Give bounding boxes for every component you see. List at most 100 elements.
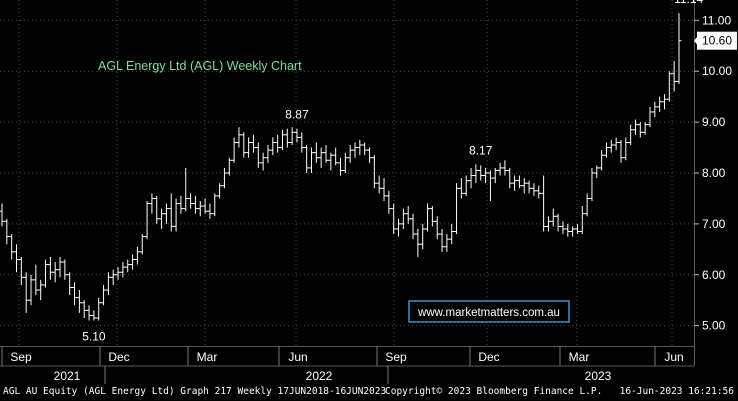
ohlc-bar <box>226 157 232 176</box>
ohlc-bar <box>0 203 5 227</box>
ohlc-bar <box>579 206 585 235</box>
ohlc-bar <box>623 137 629 161</box>
x-month-label: Mar <box>197 350 218 364</box>
ohlc-bar <box>67 272 73 296</box>
ohlc-bar <box>328 152 334 171</box>
ohlc-bar <box>386 190 392 214</box>
ohlc-bar <box>594 165 600 179</box>
ohlc-bar <box>420 223 426 250</box>
ohlc-bar <box>144 200 150 240</box>
gridlines <box>0 0 694 346</box>
ohlc-bar <box>536 185 542 199</box>
ohlc-bar <box>666 71 672 102</box>
annotation-label: 5.10 <box>82 330 106 344</box>
ohlc-bar <box>159 208 165 229</box>
x-month-label: Sep <box>10 350 32 364</box>
ohlc-bar <box>545 216 551 232</box>
ohlc-bar <box>637 122 643 138</box>
ohlc-bar <box>396 218 402 237</box>
ohlc-bar <box>130 254 136 270</box>
ohlc-bar <box>342 152 348 173</box>
ohlc-bar <box>173 198 179 232</box>
x-month-label: Dec <box>108 350 129 364</box>
y-tick-label: 9.00 <box>702 115 726 129</box>
ohlc-bar <box>463 175 469 196</box>
annotations: 5.10 8.87 8.17 11.14 <box>82 0 703 344</box>
ohlc-bar <box>362 142 368 156</box>
x-axis: Sep Dec Mar Jun Sep Dec Mar Jun 2021 2022 2023 <box>0 346 694 384</box>
chart-title: AGL Energy Ltd (AGL) Weekly Chart <box>98 59 302 73</box>
x-year-label: 2021 <box>54 369 81 383</box>
ohlc-bar <box>657 96 663 112</box>
watermark-box[interactable]: www.marketmatters.com.au <box>408 300 570 323</box>
ohlc-bar <box>4 218 10 245</box>
annotation-label: 11.14 <box>674 0 703 6</box>
ohlc-bar <box>250 134 256 153</box>
ohlc-bar <box>613 137 619 151</box>
ohlc-bar <box>468 167 474 189</box>
last-price-marker: 10.60 <box>694 31 737 50</box>
ohlc-bar <box>168 193 174 232</box>
ohlc-bar <box>458 178 464 199</box>
ohlc-bar <box>23 272 29 313</box>
ohlc-bar <box>18 256 24 285</box>
ohlc-bar <box>618 139 624 163</box>
ohlc-bar <box>43 259 49 288</box>
ohlc-bar <box>502 160 508 176</box>
ohlc-bar <box>289 127 295 146</box>
footer-timestamp: 16-Jun-2023 16:21:56 <box>619 386 734 397</box>
ohlc-bar <box>555 213 561 232</box>
ohlc-bar <box>371 155 377 189</box>
annotation-label: 8.17 <box>469 143 493 157</box>
ohlc-bar <box>483 167 489 184</box>
footer-copyright: Copyright© 2023 Bloomberg Finance L.P. <box>385 386 603 397</box>
last-price-box <box>697 31 737 50</box>
ohlc-bar <box>72 282 78 306</box>
x-month-label: Jun <box>664 350 683 364</box>
ohlc-series <box>0 13 682 321</box>
ohlc-bar <box>284 128 290 148</box>
ohlc-bar <box>661 94 667 110</box>
ohlc-bar <box>86 305 92 321</box>
ohlc-bar <box>439 228 445 252</box>
ohlc-bar <box>47 256 53 280</box>
ohlc-bar <box>192 195 198 214</box>
ohlc-bar <box>574 223 580 235</box>
ohlc-bar <box>454 183 460 235</box>
x-month-label: Mar <box>569 350 590 364</box>
ohlc-bar <box>110 269 116 285</box>
ohlc-bar <box>512 175 518 191</box>
ohlc-bar <box>255 142 261 168</box>
ohlc-bar <box>231 137 237 163</box>
ohlc-bar <box>541 175 547 232</box>
ohlc-bar <box>217 183 223 199</box>
ohlc-bar <box>96 297 102 321</box>
ohlc-bar <box>497 162 503 176</box>
ohlc-bar <box>294 128 300 143</box>
ohlc-bar <box>202 198 208 214</box>
ohlc-bar <box>603 142 609 158</box>
ohlc-bar <box>134 246 140 265</box>
ohlc-bar <box>279 129 285 151</box>
ohlc-bar <box>76 290 82 313</box>
ohlc-bar <box>52 262 58 283</box>
y-tick-label: 5.00 <box>702 319 726 333</box>
x-month-label: Jun <box>288 350 307 364</box>
footer-security: AGL AU Equity (AGL Energy Ltd) Graph 217… <box>3 386 387 397</box>
ohlc-bar <box>323 145 329 163</box>
ohlc-bar <box>357 139 363 156</box>
ohlc-bar <box>676 13 682 84</box>
ohlc-bar <box>125 259 131 273</box>
footer-bar: AGL AU Equity (AGL Energy Ltd) Graph 217… <box>0 384 738 401</box>
ohlc-bar <box>57 256 63 278</box>
ohlc-bar <box>338 157 343 176</box>
ohlc-bar <box>367 147 373 163</box>
ohlc-bar <box>38 279 44 301</box>
y-tick-label: 6.00 <box>702 268 726 282</box>
ohlc-bar <box>333 147 339 166</box>
ohlc-bar <box>318 147 324 168</box>
y-tick-label: 7.00 <box>702 217 726 231</box>
ohlc-bar <box>507 167 513 189</box>
ohlc-bar <box>139 234 145 255</box>
ohlc-bar <box>197 200 203 217</box>
